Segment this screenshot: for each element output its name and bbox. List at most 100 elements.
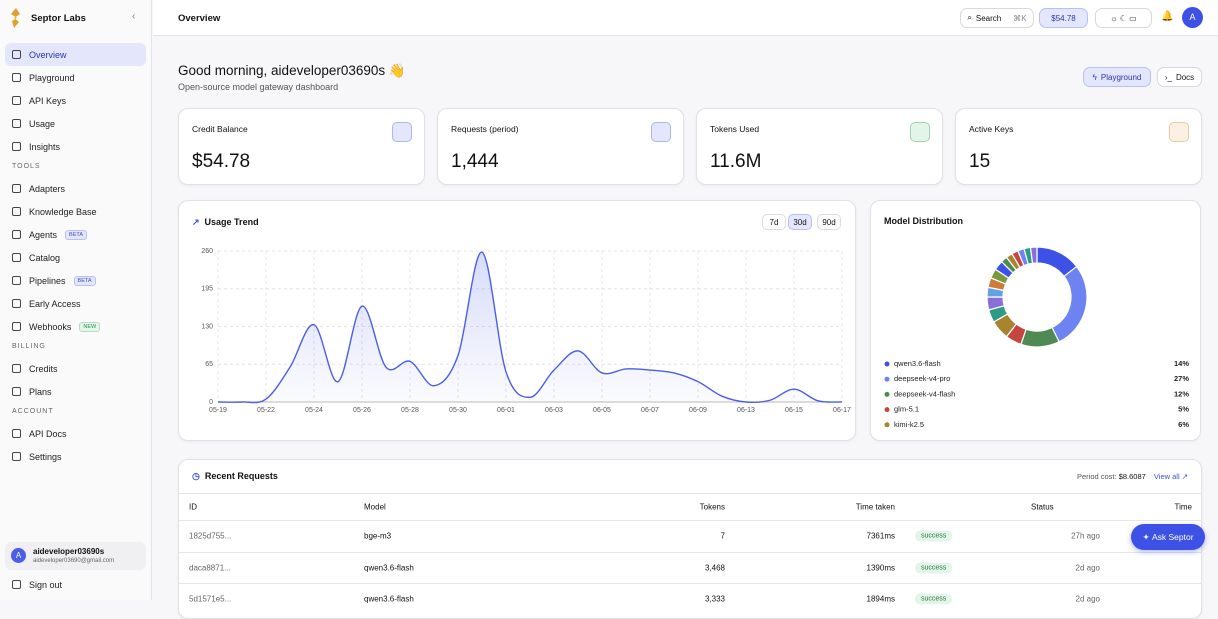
donut-chart: qwen3.6-flash 14% deepseek-v4-pro 27% deepse…	[884, 246, 1189, 429]
nav-item[interactable]: Overview	[5, 43, 146, 66]
line-chart: 0 65 130 195 260 05-19 05-22 05-24 05-26 05-28 05-…	[201, 248, 851, 414]
nav-item[interactable]: Agents BETA	[5, 223, 146, 246]
x-tick-label: 06-13	[737, 407, 755, 414]
topbar: Overview ⌕ Search ⌘K $54.78 ☼ ☾ ▭ 🔔 A	[153, 0, 1218, 36]
nav-item[interactable]: API Keys	[5, 89, 146, 112]
nav-item[interactable]: Catalog	[5, 246, 146, 269]
greeting: Good morning, aideveloper03690s 👋	[178, 63, 406, 78]
avatar[interactable]: A	[1182, 7, 1203, 28]
label: Docs	[1175, 72, 1195, 82]
balance: $54.78	[1051, 13, 1076, 23]
cell: 3,468	[704, 563, 725, 572]
nav-item[interactable]: Insights	[5, 135, 146, 158]
nav-item[interactable]: Webhooks NEW	[5, 315, 146, 338]
icon	[12, 230, 21, 239]
sidebar: Septor Labs ‹ A aideveloper03690s aideve…	[0, 0, 152, 600]
nav-item[interactable]: Pipelines BETA	[5, 269, 146, 292]
range-button[interactable]: 7d	[762, 214, 786, 230]
cell: qwen3.6-flash	[364, 594, 414, 604]
icon	[12, 73, 21, 82]
period-label: Period cost:	[1077, 472, 1117, 481]
section-label: ACCOUNT	[12, 408, 54, 415]
label: Usage	[29, 118, 56, 129]
section-label: BILLING	[12, 343, 46, 350]
theme-toggle[interactable]: ☼ ☾ ▭	[1095, 8, 1152, 28]
range-button[interactable]: 30d	[788, 214, 812, 230]
y-tick-label: 195	[201, 286, 213, 293]
cell: 7361ms	[866, 531, 895, 541]
status-pill: success	[915, 593, 953, 605]
search[interactable]: ⌕ Search ⌘K	[960, 8, 1034, 28]
status-pill: success	[915, 530, 953, 542]
nav-item[interactable]: API Docs	[5, 422, 146, 445]
balance-button[interactable]: $54.78	[1039, 8, 1088, 28]
logo	[11, 8, 20, 28]
title: Recent Requests	[204, 471, 278, 481]
nav-item[interactable]: Credits	[5, 357, 146, 380]
column-header: ID	[189, 502, 197, 512]
search-label: ⌕	[967, 13, 972, 22]
docs-button[interactable]: ›_ Docs	[1157, 67, 1202, 87]
nav-item[interactable]: Early Access	[5, 292, 146, 315]
x-tick-label: 05-26	[353, 407, 371, 414]
x-tick-label: 05-19	[209, 407, 227, 414]
stat-card: Active Keys 15	[955, 108, 1202, 185]
table-row[interactable]: daca8871... qwen3.6-flash 3,468 1390ms succe…	[179, 551, 1202, 583]
nav-item[interactable]: Playground	[5, 66, 146, 89]
nav-item[interactable]: Settings	[5, 445, 146, 468]
x-tick-label: 05-30	[449, 407, 467, 414]
brand: Septor Labs	[31, 13, 86, 24]
label: Settings	[29, 451, 62, 462]
notifications[interactable]: 🔔	[1161, 11, 1174, 22]
sign-out[interactable]: Sign out	[5, 573, 146, 596]
stat-label: Tokens Used	[710, 124, 760, 134]
cell: 2d ago	[1075, 563, 1100, 572]
cell: 1390ms	[866, 563, 895, 572]
ask-button[interactable]: ✦ Ask Septor	[1131, 524, 1205, 550]
stat-card: Requests (period) 1,444	[437, 108, 684, 185]
stat-icon	[651, 122, 671, 142]
nav-item[interactable]: Knowledge Base	[5, 200, 146, 223]
label: API Keys	[29, 95, 67, 106]
x-tick-label: 06-01	[497, 407, 515, 414]
collapse-button[interactable]: ‹	[132, 11, 136, 22]
status-pill: success	[915, 562, 953, 573]
column-header: Time	[1174, 502, 1192, 512]
cell: 5d1571e5...	[189, 594, 232, 604]
nav-item[interactable]: Plans	[5, 380, 146, 403]
legend-label: deepseek-v4-pro	[894, 374, 950, 383]
cell: 1894ms	[866, 594, 895, 604]
period: Period cost: $8.6087 View all ↗	[1077, 472, 1188, 481]
area	[218, 252, 842, 403]
stat-card: Credit Balance $54.78	[178, 108, 425, 185]
icon	[12, 184, 21, 193]
x-tick-label: 06-17	[833, 407, 851, 414]
user-box[interactable]: A aideveloper03690s aideveloper03690@gma…	[5, 542, 146, 570]
view-all[interactable]: View all ↗	[1153, 472, 1188, 481]
table-header: ID Model Tokens Time taken Status Time	[179, 493, 1202, 520]
icon	[12, 96, 21, 105]
x-tick-label: 06-15	[785, 407, 803, 414]
table-row[interactable]: 5d1571e5... qwen3.6-flash 3,333 1894ms succe…	[179, 583, 1202, 614]
icon	[12, 580, 21, 589]
x-tick-label: 06-07	[641, 407, 659, 414]
stat-icon	[1169, 122, 1189, 142]
legend-label: qwen3.6-flash	[894, 359, 941, 368]
icon	[12, 387, 21, 396]
range-button[interactable]: 90d	[817, 214, 841, 230]
table-row[interactable]: 1825d755... bge-m3 7 7361ms success 27h ago	[179, 520, 1202, 551]
label: Overview	[29, 49, 67, 60]
requests-card: ◷ Recent Requests Period cost: $8.6087 Vi…	[178, 459, 1202, 619]
playground-button[interactable]: ϟ Playground	[1083, 67, 1151, 87]
stat-label: Active Keys	[969, 124, 1014, 134]
nav-item[interactable]: Usage	[5, 112, 146, 135]
legend-value: 6%	[1178, 420, 1189, 429]
column-header: Model	[364, 502, 386, 512]
legend-label: deepseek-v4-flash	[894, 389, 955, 398]
shortcut: ⌘K	[1013, 13, 1027, 23]
x-tick-label: 05-24	[305, 407, 323, 414]
legend-dot	[884, 376, 890, 382]
nav-item[interactable]: Adapters	[5, 177, 146, 200]
distribution-card: Model Distribution qwen3.6-flash 14% deeps…	[870, 200, 1201, 441]
